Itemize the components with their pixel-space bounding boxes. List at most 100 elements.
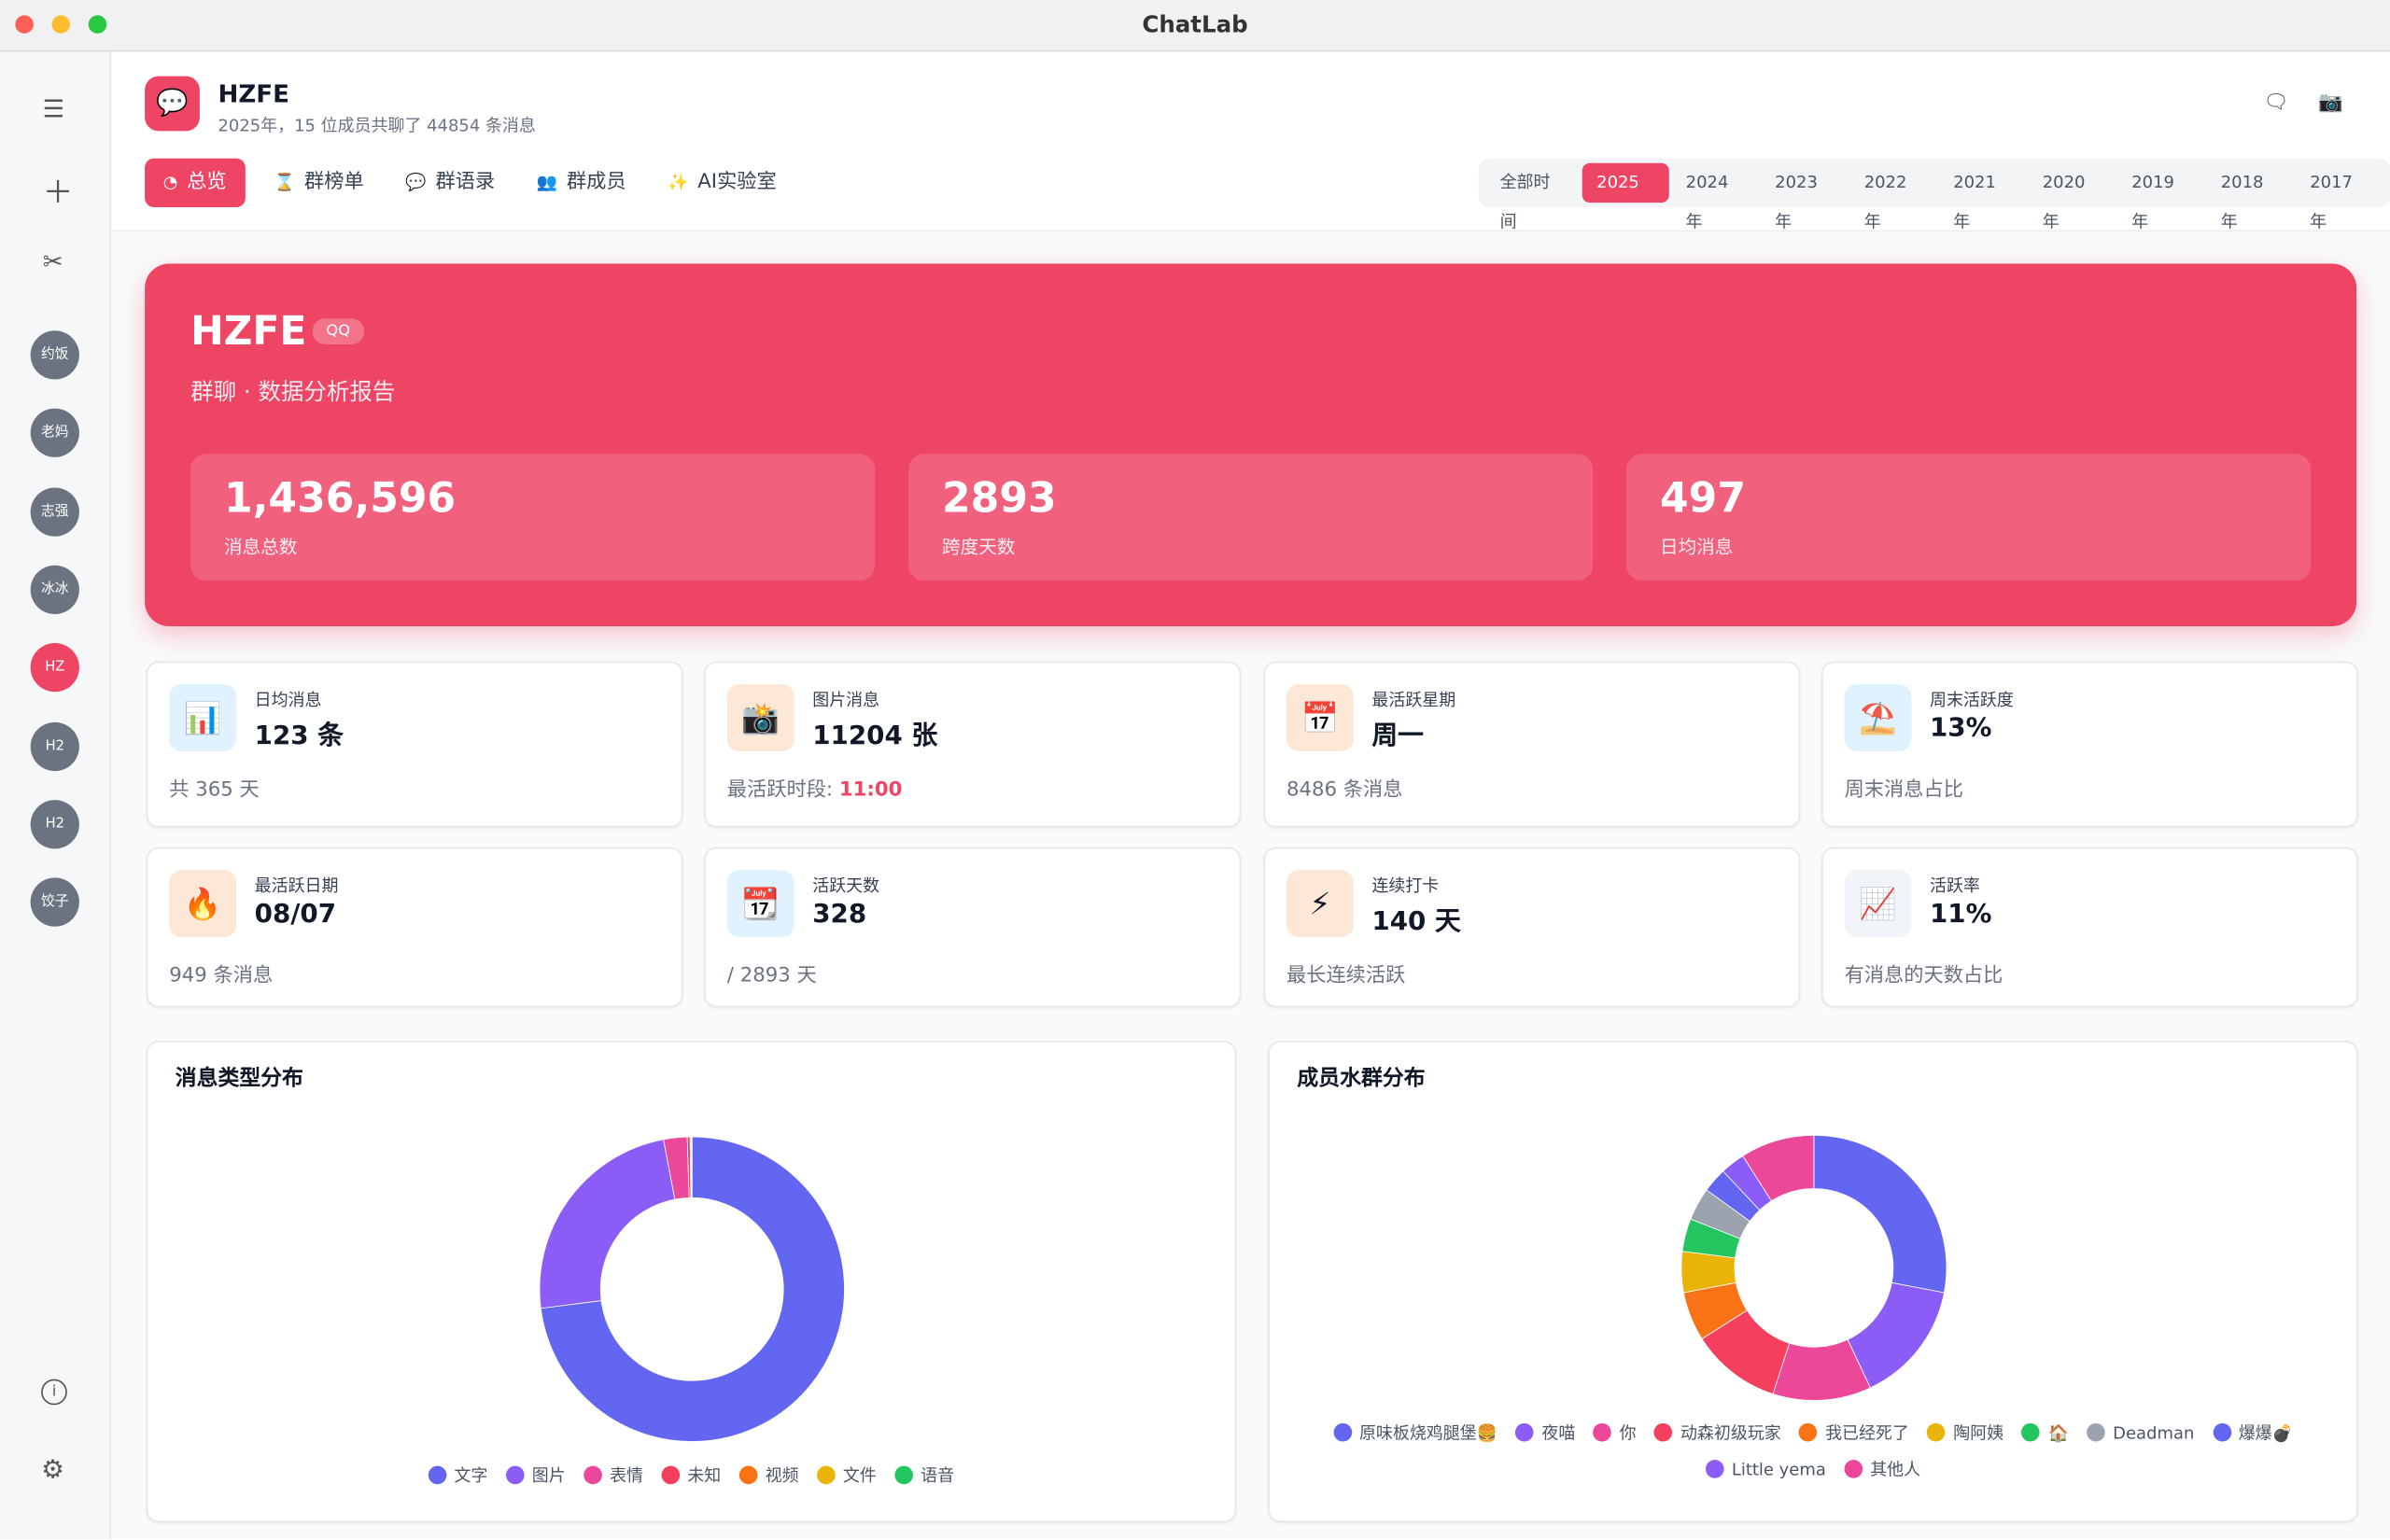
stat-value: 328 <box>812 899 867 930</box>
chat-avatar[interactable]: H2 <box>30 721 79 771</box>
stat-label: 活跃率 <box>1929 875 1980 897</box>
screenshot-button[interactable]: 📷 <box>2318 91 2343 115</box>
chat-button[interactable]: 🗨 <box>2263 91 2289 115</box>
stat-icon: 📈 <box>1844 870 1912 938</box>
year-option[interactable]: 2023年 <box>1775 172 1818 232</box>
stat-sub: 最长连续活跃 <box>1286 959 1405 987</box>
minimize-button[interactable] <box>51 15 71 34</box>
tab-icon: ✨ <box>668 172 689 192</box>
stat-highlight: 11:00 <box>838 778 903 802</box>
legend-item[interactable]: 文件 <box>817 1463 877 1487</box>
year-option[interactable]: 2019年 <box>2131 172 2174 232</box>
legend-item[interactable]: Deadman <box>2087 1421 2194 1445</box>
stat-label: 周末活跃度 <box>1929 690 2014 710</box>
legend-item[interactable]: 你 <box>1593 1421 1637 1445</box>
tab[interactable]: ◔ 总览 <box>145 158 246 208</box>
year-option[interactable]: 2021年 <box>1953 172 1996 232</box>
chat-avatar[interactable]: 冰冰 <box>30 565 79 614</box>
stat-icon: 🔥 <box>169 870 237 938</box>
legend-item[interactable]: 🏠 <box>2021 1421 2069 1445</box>
donut-slice <box>1742 1134 1815 1202</box>
legend-item[interactable]: 爆爆💣 <box>2212 1421 2293 1445</box>
chart-card: 成员水群分布 原味板烧鸡腿堡🍔 夜喵 你 动森初级玩家 我已经死了 陶阿姨 🏠 Deadman 爆… <box>1268 1041 2358 1523</box>
stat-card: 📊 日均消息 123 条共 365 天 <box>146 661 683 828</box>
tab[interactable]: 💬 群语录 <box>387 159 513 207</box>
menu-button[interactable]: ☰ <box>42 94 65 124</box>
year-option[interactable]: 2018年 <box>2220 172 2264 232</box>
legend-item[interactable]: 语音 <box>894 1463 954 1487</box>
tab[interactable]: ✨ AI实验室 <box>650 159 795 207</box>
stat-label: 活跃天数 <box>812 875 880 897</box>
tab-label: AI实验室 <box>697 170 777 194</box>
chat-avatar[interactable]: H2 <box>30 799 79 849</box>
legend-item[interactable]: 我已经死了 <box>1799 1421 1909 1445</box>
stat-card: 📆 活跃天数 328 / 2893 天 <box>704 847 1242 1008</box>
legend-label: Little yema <box>1731 1459 1826 1479</box>
stat-icon: 📅 <box>1286 684 1354 751</box>
legend-label: 陶阿姨 <box>1953 1422 2004 1444</box>
close-button[interactable] <box>15 15 34 34</box>
legend-item[interactable]: 夜喵 <box>1515 1421 1575 1445</box>
hero-title: HZFE <box>190 309 307 356</box>
sidebar: ☰ ＋ ✂ i ⚙ 约饭老妈志强冰冰 HZ H2 H2 饺子 <box>0 51 112 1540</box>
chat-avatar[interactable]: 饺子 <box>30 877 79 927</box>
stat-sub: 最活跃时段: 11:00 <box>726 773 903 802</box>
stat-label: 日均消息 <box>254 690 322 710</box>
settings-button[interactable]: ⚙ <box>41 1455 64 1486</box>
year-option[interactable]: 全部时间 <box>1499 172 1551 232</box>
info-button[interactable]: i <box>41 1379 67 1406</box>
legend-item[interactable]: 表情 <box>583 1463 643 1487</box>
chat-avatar[interactable]: 志强 <box>30 486 79 537</box>
group-name: HZFE <box>218 78 289 108</box>
legend-swatch <box>1844 1460 1863 1478</box>
stat-sub-text: 最活跃时段: <box>726 778 839 802</box>
legend-label: 语音 <box>921 1465 955 1486</box>
stat-sub-text: / 2893 天 <box>726 964 817 987</box>
legend-swatch <box>1593 1422 1612 1442</box>
year-option[interactable]: 2022年 <box>1863 172 1907 232</box>
legend-swatch <box>1515 1422 1535 1442</box>
legend-item[interactable]: 原味板烧鸡腿堡🍔 <box>1333 1421 1497 1445</box>
year-option[interactable]: 2024年 <box>1685 172 1729 232</box>
window-title: ChatLab <box>1142 10 1248 38</box>
chat-avatar[interactable]: HZ <box>30 643 79 693</box>
legend-item[interactable]: 其他人 <box>1844 1457 1920 1481</box>
legend-label: 视频 <box>765 1465 799 1486</box>
legend-label: 爆爆💣 <box>2238 1422 2293 1444</box>
year-option[interactable]: 2025年 <box>1582 162 1669 231</box>
legend-swatch <box>428 1465 447 1485</box>
tab[interactable]: ⌛ 群榜单 <box>256 159 382 207</box>
chat-avatar[interactable]: 老妈 <box>30 409 79 458</box>
legend-swatch <box>2212 1422 2231 1442</box>
stat-icon: 📊 <box>169 684 237 751</box>
legend: 文字 图片 表情 未知 视频 文件 语音 <box>178 1457 1204 1493</box>
tools-button[interactable]: ✂ <box>42 246 63 276</box>
chat-avatar[interactable]: 约饭 <box>30 330 79 380</box>
legend-label: 未知 <box>687 1465 722 1486</box>
legend-item[interactable]: 未知 <box>661 1463 722 1487</box>
hero-stat-value: 2893 <box>942 475 1057 524</box>
legend-item[interactable]: 文字 <box>428 1463 487 1487</box>
stat-sub-text: 949 条消息 <box>169 964 274 987</box>
legend-item[interactable]: 陶阿姨 <box>1927 1421 2003 1445</box>
legend-item[interactable]: Little yema <box>1706 1457 1826 1481</box>
hero-banner: HZFE QQ 群聊 · 数据分析报告 1,436,596 消息总数 2893 跨度天… <box>145 263 2357 627</box>
year-option[interactable]: 2020年 <box>2042 172 2086 232</box>
stat-icon: ⚡ <box>1286 870 1354 938</box>
hero-stat-value: 497 <box>1660 475 1747 524</box>
hero-stat: 1,436,596 消息总数 <box>190 454 876 581</box>
stat-sub-text: 周末消息占比 <box>1844 778 1963 802</box>
new-button[interactable]: ＋ <box>42 174 74 211</box>
hero-subtitle: 群聊 · 数据分析报告 <box>190 377 396 406</box>
legend-item[interactable]: 图片 <box>506 1463 566 1487</box>
stat-value: 08/07 <box>254 899 337 930</box>
tab[interactable]: 👥 群成员 <box>518 159 644 207</box>
legend-item[interactable]: 动森初级玩家 <box>1654 1421 1781 1445</box>
legend-item[interactable]: 视频 <box>738 1463 799 1487</box>
hero-stat-value: 1,436,596 <box>224 475 457 524</box>
zoom-button[interactable] <box>88 15 107 34</box>
stat-sub: 8486 条消息 <box>1286 773 1402 801</box>
stat-card: ⛱️ 周末活跃度 13% 周末消息占比 <box>1821 661 2358 828</box>
year-option[interactable]: 2017年 <box>2310 172 2353 232</box>
